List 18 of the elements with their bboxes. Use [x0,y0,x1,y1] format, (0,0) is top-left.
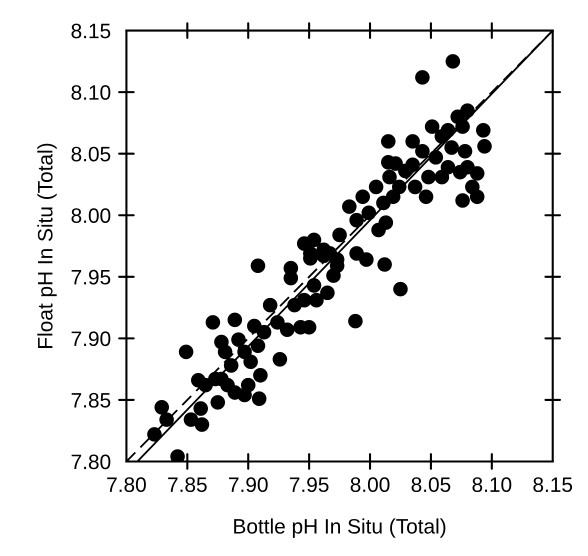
x-tick-label: 8.15 [533,477,572,492]
y-tick-label: 7.80 [72,454,110,470]
y-tick-label: 8.10 [72,85,110,100]
y-tick-label: 8.05 [72,146,110,162]
y-tick-label: 8.00 [72,208,110,224]
x-tick-label: 7.90 [229,477,268,492]
x-axis-title: Bottle pH In Situ (Total) [234,518,446,538]
y-tick-label: 7.95 [72,270,110,285]
x-tick-label: 7.80 [107,477,146,492]
x-tick-label: 8.05 [412,477,450,492]
y-tick-label: 8.15 [72,24,110,38]
x-tick-label: 8.00 [350,477,390,492]
y-axis-title: Float pH In Situ (Total) [37,144,57,348]
y-tick-label: 7.90 [72,331,110,346]
x-tick-label: 7.85 [168,477,207,492]
x-tick-label: 7.95 [290,477,329,492]
y-tick-label: 7.85 [72,392,110,408]
x-tick-label: 8.10 [472,477,512,492]
